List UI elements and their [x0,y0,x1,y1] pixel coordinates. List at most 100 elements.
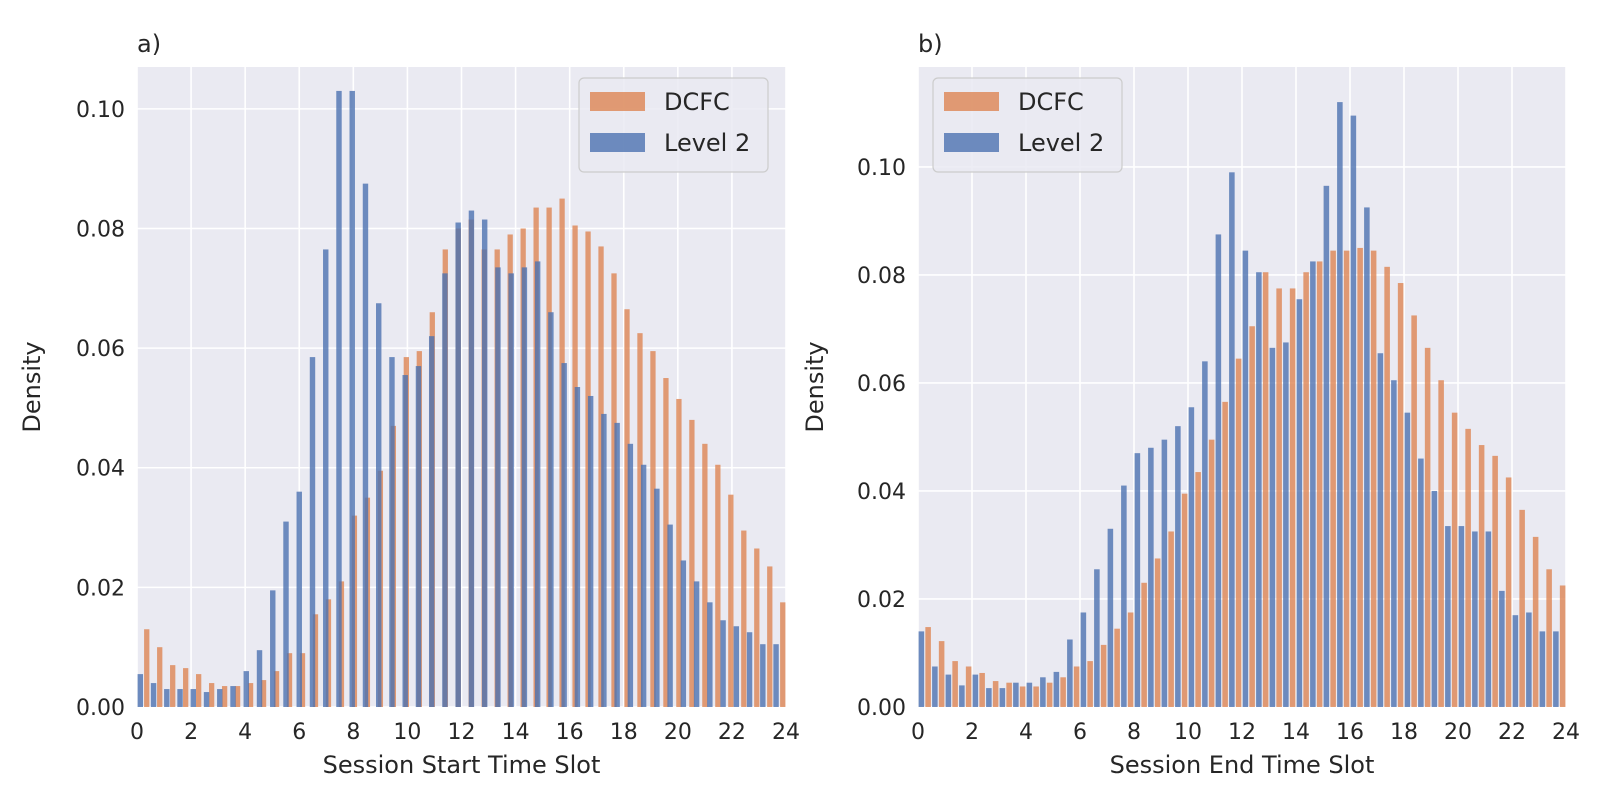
bar-level2 [217,689,223,707]
y-tick-label: 0.08 [857,264,906,289]
bar-level2 [442,273,448,707]
bar-dcfc [1532,536,1539,707]
bar-dcfc [1262,272,1269,707]
bar-dcfc [196,674,202,707]
bar-level2 [481,219,488,707]
bar-dcfc [1384,266,1390,707]
bar-level2 [455,222,461,707]
bar-level2 [918,631,925,707]
bar-level2 [190,689,197,707]
bar-level2 [1134,453,1141,707]
bar-dcfc [170,665,176,707]
bar-level2 [1229,172,1235,707]
bar-level2 [521,267,528,707]
bar-level2 [296,491,302,707]
bar-level2 [336,90,342,707]
bar-level2 [1458,526,1465,707]
bar-dcfc [1438,380,1444,707]
bar-level2 [256,650,263,707]
bar-dcfc [234,686,241,707]
bar-dcfc [689,419,695,707]
bar-level2 [1080,612,1087,707]
legend-label-dcfc: DCFC [1018,88,1084,116]
bar-level2 [283,521,289,707]
bar-dcfc [1006,682,1012,707]
bar-dcfc [611,273,617,707]
bar-level2 [309,357,316,707]
x-tick-label: 6 [292,720,306,745]
x-tick-label: 0 [911,720,925,745]
bar-level2 [389,357,395,707]
x-tick-label: 2 [965,720,979,745]
x-axis-label: Session Start Time Slot [323,751,601,779]
bar-level2 [1296,299,1303,707]
bar-level2 [1526,612,1532,707]
bar-level2 [680,560,687,707]
bar-level2 [733,626,740,707]
x-tick-label: 16 [556,720,584,745]
bar-dcfc [1127,612,1134,707]
bar-dcfc [183,668,189,707]
bar-level2 [1215,234,1222,708]
x-tick-label: 14 [502,720,530,745]
bar-dcfc [1222,401,1228,707]
x-tick-label: 24 [1552,720,1580,745]
bar-dcfc [637,333,643,707]
bar-level2 [1472,531,1478,707]
bar-dcfc [1357,247,1363,707]
bar-dcfc [1141,582,1147,707]
bar-level2 [720,620,726,707]
bar-dcfc [702,443,708,707]
bar-level2 [548,312,554,707]
bar-level2 [1391,380,1397,707]
bar-dcfc [728,494,734,707]
bar-level2 [1283,342,1289,707]
bar-level2 [1094,569,1100,707]
x-tick-label: 18 [1390,720,1418,745]
x-tick-label: 20 [1444,720,1472,745]
bar-level2 [1013,682,1019,707]
bar-dcfc [1303,272,1309,707]
bar-level2 [1067,639,1073,707]
bar-dcfc [1370,250,1377,707]
bar-level2 [230,686,236,707]
bar-dcfc [260,680,267,707]
bar-dcfc [965,666,972,707]
bar-level2 [640,464,647,707]
x-tick-label: 18 [610,720,638,745]
x-tick-label: 0 [130,720,144,745]
bar-dcfc [1343,250,1350,707]
legend-swatch-level2 [590,133,645,152]
bar-dcfc [1087,661,1093,707]
bar-dcfc [221,686,228,707]
bar-level2 [1148,447,1154,707]
x-tick-label: 20 [664,720,692,745]
chart-panel-b: 0 2 4 6 8 10 12 14 16 18 20 22 240.000.020.040.060.0… [801,30,1580,779]
bar-dcfc [624,309,630,707]
bar-level2 [627,443,634,707]
bar-level2 [1026,682,1033,707]
bar-dcfc [650,351,656,707]
bar-level2 [614,422,620,707]
bar-level2 [1404,412,1411,707]
y-tick-label: 0.06 [76,337,125,362]
bar-level2 [693,581,700,707]
bar-level2 [986,688,992,707]
x-tick-label: 8 [346,720,360,745]
bar-dcfc [767,566,773,707]
y-tick-label: 0.06 [857,372,906,397]
bar-level2 [773,644,779,707]
legend-label-level2: Level 2 [664,129,750,157]
x-axis-label: Session End Time Slot [1110,751,1375,779]
bar-dcfc [157,647,163,707]
x-tick-label: 24 [772,720,800,745]
y-tick-label: 0.10 [76,98,125,123]
bar-level2 [1512,615,1519,707]
bar-dcfc [1559,585,1566,707]
chart-panel-a: 0 2 4 6 8 10 12 14 16 18 20 22 240.000.020.040.060.0… [18,30,800,779]
x-tick-label: 12 [448,720,476,745]
bar-level2 [1202,361,1208,707]
bar-dcfc [938,641,945,707]
bar-dcfc [1505,477,1512,707]
bar-level2 [1539,631,1546,707]
